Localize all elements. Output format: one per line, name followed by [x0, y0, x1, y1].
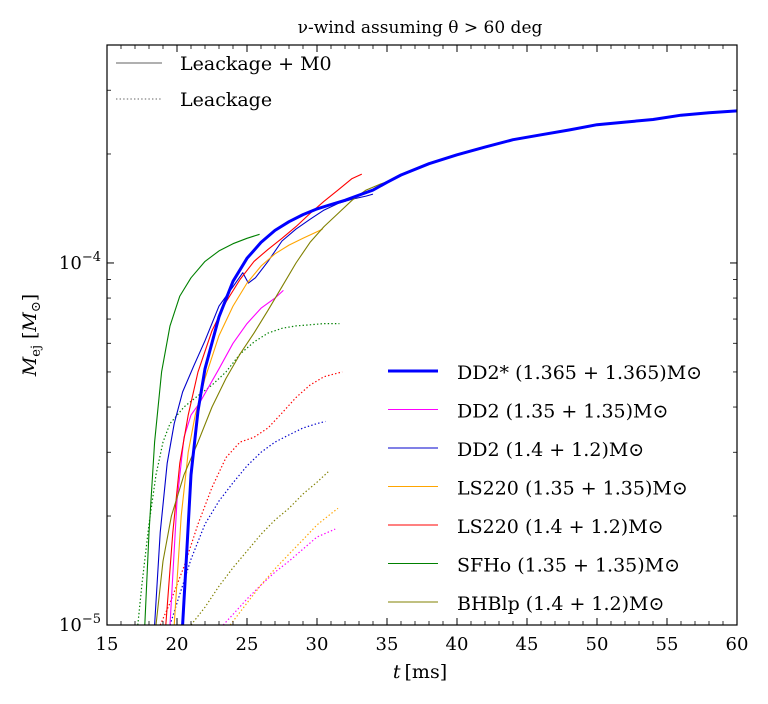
series-legend-label: DD2* (1.365 + 1.365)M⊙: [457, 362, 702, 384]
x-axis-label: t [ms]: [393, 661, 447, 683]
series-legend-label: BHBlp (1.4 + 1.2)M⊙: [457, 593, 664, 615]
plot-area: [137, 109, 737, 625]
y-tick-label: 10−4: [59, 250, 101, 274]
y-axis-label-sub: ej: [29, 345, 44, 357]
series-6-leakage-m0-line: [155, 179, 392, 625]
series-4-leakage-line: [159, 371, 343, 625]
series-3-leakage-line: [229, 507, 339, 625]
series-2-leakage-m0-line: [154, 193, 374, 625]
x-axis-label-unit: [ms]: [405, 661, 448, 683]
x-tick-label: 45: [516, 634, 539, 655]
style-legend: Leackage + M0 Leackage: [116, 53, 332, 111]
series-3-leakage-m0-line: [173, 228, 323, 625]
series-legend-label: DD2 (1.4 + 1.2)M⊙: [457, 439, 644, 461]
chart-title: ν-wind assuming θ > 60 deg: [298, 18, 543, 38]
solid-series-layer: [144, 109, 737, 625]
y-tick-label: 10−5: [59, 612, 101, 636]
y-tick-label-base: 10: [59, 615, 82, 636]
series-legend-label: LS220 (1.4 + 1.2)M⊙: [457, 516, 664, 538]
series-6-leakage-line: [190, 471, 329, 625]
x-tick-label: 25: [236, 634, 259, 655]
x-tick-label: 55: [656, 634, 679, 655]
x-tick-label: 35: [376, 634, 399, 655]
series-legend-label: SFHo (1.35 + 1.35)M⊙: [457, 555, 680, 577]
y-axis-label: Mej[M⊙]: [19, 294, 44, 377]
y-tick-label-exponent: −4: [82, 250, 101, 265]
y-axis-label-unit-sub: ⊙: [29, 301, 44, 312]
series-legend-label: DD2 (1.35 + 1.35)M⊙: [457, 401, 668, 423]
series-0-leakage-m0-line: [181, 109, 737, 625]
series-5-leakage-m0-line: [144, 233, 260, 625]
y-axis-label-main: M: [19, 356, 41, 377]
y-axis-label-unit-main: M: [19, 312, 41, 333]
series-1-leakage-line: [222, 528, 336, 625]
y-axis-ticks: 10−510−4: [59, 44, 737, 636]
x-axis-label-symbol: t: [393, 661, 401, 683]
series-2-leakage-line: [169, 420, 326, 625]
x-tick-label: 15: [96, 634, 119, 655]
x-tick-label: 40: [446, 634, 469, 655]
style-legend-label: Leackage + M0: [180, 53, 332, 75]
x-tick-label: 50: [586, 634, 609, 655]
series-legend: DD2* (1.365 + 1.365)M⊙ DD2 (1.35 + 1.35)M…: [388, 362, 702, 615]
x-tick-label: 60: [726, 634, 749, 655]
plot-frame: [106, 44, 738, 626]
y-axis-label-unit-open: [: [19, 332, 41, 339]
x-axis-ticks: 15 20 25 30 35 40 45 50 55 60: [96, 45, 749, 655]
series-5-leakage-line: [137, 323, 340, 625]
series-4-leakage-m0-line: [165, 173, 363, 625]
x-tick-label: 30: [306, 634, 329, 655]
y-tick-label-base: 10: [59, 253, 82, 274]
series-legend-label: LS220 (1.35 + 1.35)M⊙: [457, 478, 688, 500]
x-tick-label: 20: [166, 634, 189, 655]
dotted-series-layer: [137, 323, 343, 625]
y-axis-label-unit-close: ]: [19, 294, 41, 301]
style-legend-label: Leackage: [180, 89, 272, 111]
y-tick-label-exponent: −5: [82, 612, 101, 627]
